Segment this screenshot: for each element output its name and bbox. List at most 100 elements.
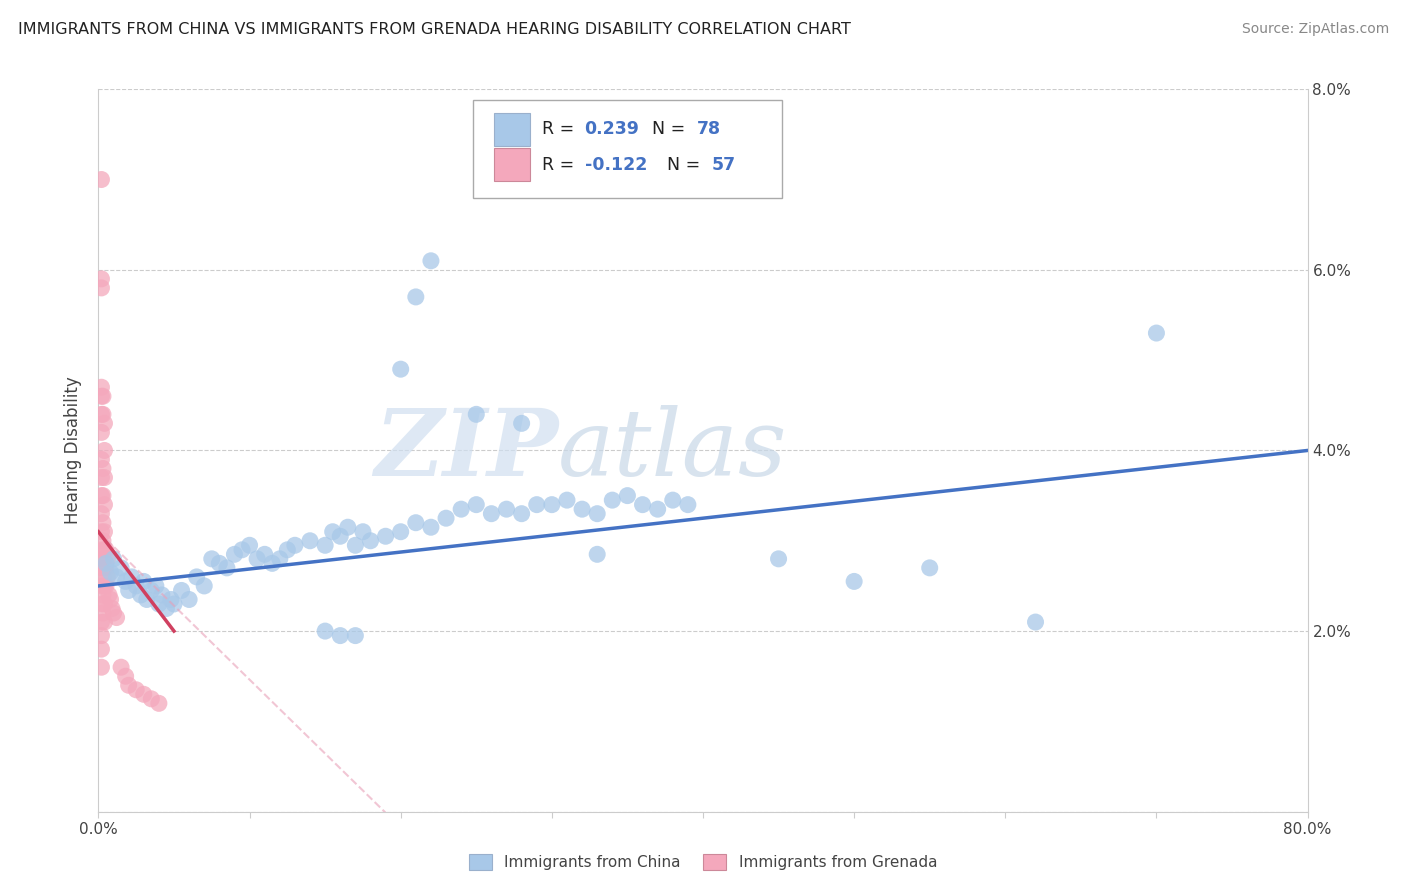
Point (90, 281, 112, 295)
Text: R =: R = (543, 156, 579, 174)
Point (179, 592, 201, 607)
Point (90, 272, 112, 286)
Point (262, 557, 284, 571)
FancyBboxPatch shape (474, 100, 782, 198)
Point (540, 498, 562, 512)
Point (434, 511, 457, 525)
Text: ZIP: ZIP (374, 406, 558, 495)
Point (94, 557, 117, 571)
Point (344, 538, 367, 552)
Point (121, 570, 143, 584)
Point (103, 606, 125, 620)
Point (118, 678, 141, 692)
Point (631, 498, 654, 512)
Point (405, 516, 427, 530)
Point (322, 524, 344, 539)
Point (114, 669, 136, 683)
Point (91, 533, 114, 548)
Point (284, 538, 307, 552)
Text: 0.239: 0.239 (585, 120, 640, 138)
Point (132, 574, 155, 589)
Point (481, 507, 503, 521)
Point (148, 696, 170, 710)
Point (125, 682, 148, 697)
Point (329, 529, 352, 543)
Point (135, 592, 157, 607)
Point (141, 583, 163, 598)
Point (93, 498, 115, 512)
Point (141, 691, 163, 706)
Point (94, 579, 117, 593)
Point (93, 597, 115, 611)
Point (100, 566, 122, 580)
Point (125, 579, 148, 593)
Point (299, 533, 322, 548)
Y-axis label: Hearing Disability: Hearing Disability (65, 376, 83, 524)
Point (918, 561, 941, 575)
Point (90, 452, 112, 467)
Point (586, 507, 609, 521)
Point (93, 470, 115, 484)
Point (91, 516, 114, 530)
Point (110, 561, 132, 575)
Point (96, 551, 118, 566)
Point (114, 574, 136, 589)
Point (420, 520, 443, 534)
Point (105, 570, 128, 584)
Point (352, 524, 374, 539)
Point (90, 425, 112, 440)
Point (91, 606, 114, 620)
Point (93, 561, 115, 575)
Point (148, 597, 170, 611)
Point (329, 629, 352, 643)
Point (90, 380, 112, 394)
Point (201, 551, 224, 566)
Point (145, 579, 167, 593)
Point (495, 502, 517, 516)
Point (98, 588, 121, 602)
Text: Source: ZipAtlas.com: Source: ZipAtlas.com (1241, 22, 1389, 37)
Point (389, 524, 412, 539)
Point (90, 615, 112, 629)
Point (90, 407, 112, 421)
Point (510, 507, 533, 521)
Point (93, 542, 115, 557)
Text: 78: 78 (697, 120, 721, 138)
Point (93, 524, 115, 539)
Point (586, 547, 609, 561)
Point (90, 561, 112, 575)
Point (91, 551, 114, 566)
Point (269, 551, 291, 566)
Point (96, 570, 118, 584)
Text: atlas: atlas (558, 406, 787, 495)
Point (101, 601, 124, 615)
Point (155, 601, 177, 615)
Point (193, 579, 215, 593)
Point (571, 502, 593, 516)
Point (100, 592, 122, 607)
Point (90, 172, 112, 186)
Point (647, 502, 669, 516)
Point (94, 561, 117, 575)
Point (405, 290, 427, 304)
Point (276, 542, 298, 557)
Point (186, 570, 208, 584)
Point (118, 583, 141, 598)
Point (1024, 615, 1046, 629)
Point (91, 570, 114, 584)
FancyBboxPatch shape (494, 148, 530, 181)
Text: R =: R = (543, 120, 579, 138)
Point (129, 588, 152, 602)
Point (253, 547, 276, 561)
Point (90, 660, 112, 674)
Point (360, 533, 382, 548)
Point (450, 502, 472, 516)
Point (91, 588, 114, 602)
Point (336, 520, 359, 534)
Point (389, 362, 412, 376)
Point (465, 498, 488, 512)
Text: IMMIGRANTS FROM CHINA VS IMMIGRANTS FROM GRENADA HEARING DISABILITY CORRELATION : IMMIGRANTS FROM CHINA VS IMMIGRANTS FROM… (18, 22, 851, 37)
Point (91, 389, 114, 403)
Point (90, 507, 112, 521)
Point (616, 489, 638, 503)
